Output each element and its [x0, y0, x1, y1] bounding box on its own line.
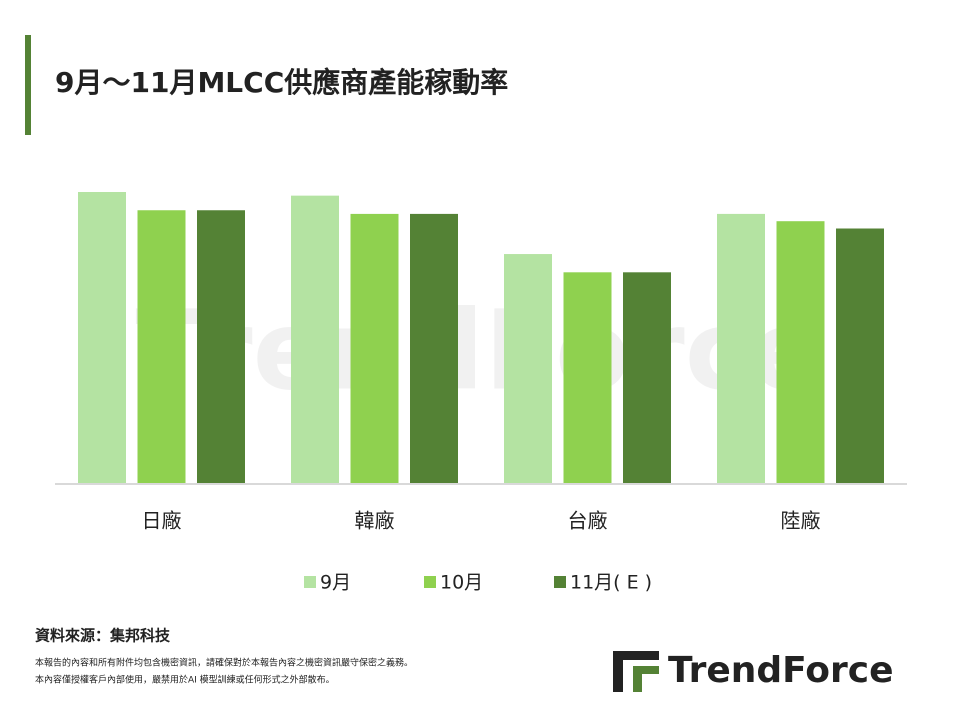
x-tick-label: 台廠 [568, 509, 608, 533]
legend-swatch [304, 576, 316, 588]
x-tick-label: 韓廠 [355, 509, 395, 533]
source: 資料來源：集邦科技 [35, 627, 171, 645]
bar [78, 192, 126, 484]
bar [197, 210, 245, 484]
bar [291, 195, 339, 484]
legend-label: 11月( E ) [570, 572, 652, 594]
disclaimer: 本內容僅授權客戶內部使用，嚴禁用於AI 模型訓練或任何形式之外部散布。 [35, 674, 335, 686]
bar [717, 213, 765, 484]
bar [836, 228, 884, 484]
bar [410, 213, 458, 484]
disclaimer: 本報告的內容和所有附件均包含機密資訊，請確保對於本報告內容之機密資訊嚴守保密之義… [35, 657, 413, 669]
title-accent [25, 35, 31, 135]
bar [137, 210, 186, 484]
legend-label: 10月 [440, 572, 483, 594]
logo: TrendForce [668, 650, 894, 691]
watermark: TrendForce [135, 286, 824, 414]
bar [563, 272, 612, 484]
legend-swatch [424, 576, 436, 588]
legend-swatch [554, 576, 566, 588]
chart-title: 9月～11月MLCC供應商產能稼動率 [55, 66, 508, 99]
bar [623, 272, 671, 484]
bar [504, 254, 552, 484]
legend-label: 9月 [320, 572, 351, 594]
bar [350, 213, 399, 484]
bar [776, 221, 825, 484]
x-tick-label: 陸廠 [781, 509, 821, 533]
x-tick-label: 日廠 [142, 509, 182, 533]
logo-mark [613, 651, 659, 692]
